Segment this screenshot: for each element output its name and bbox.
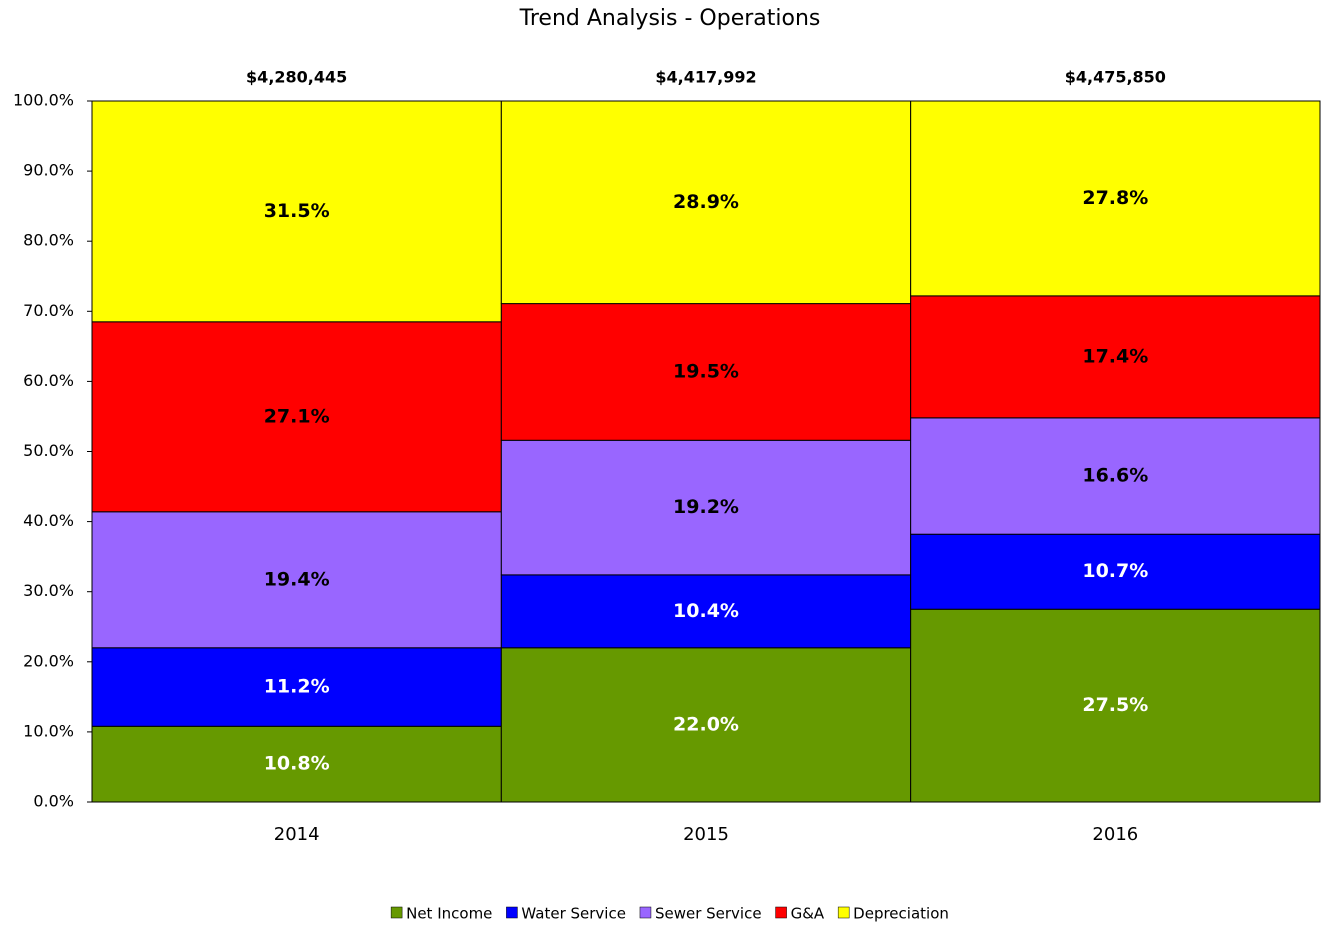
legend-label: G&A — [791, 905, 825, 923]
data-label: 22.0% — [673, 713, 739, 735]
bar-segment — [91, 321, 502, 513]
y-tick-label: 80.0% — [23, 231, 74, 250]
total-label: $4,280,445 — [246, 68, 347, 87]
bar-segment — [91, 100, 502, 323]
legend-label: Sewer Service — [655, 905, 762, 923]
legend-swatch — [506, 906, 518, 919]
legend-label: Water Service — [521, 905, 626, 923]
legend-label: Depreciation — [853, 905, 949, 923]
y-tick-label: 40.0% — [23, 511, 74, 530]
data-label: 11.2% — [264, 676, 330, 698]
bar-segment — [910, 100, 1321, 297]
bar-segment — [500, 647, 912, 803]
data-label: 10.7% — [1082, 560, 1148, 582]
data-label: 27.5% — [1082, 694, 1148, 716]
data-label: 27.1% — [264, 405, 330, 427]
bar-segment — [500, 303, 912, 441]
total-label: $4,417,992 — [655, 68, 756, 87]
bar-segment — [910, 295, 1321, 419]
y-tick-label: 70.0% — [23, 301, 74, 320]
data-label: 19.2% — [673, 496, 739, 518]
y-tick-label: 10.0% — [23, 721, 74, 740]
legend-swatch — [837, 906, 850, 919]
legend-swatch — [775, 906, 787, 919]
total-label: $4,475,850 — [1065, 68, 1166, 87]
data-label: 17.4% — [1082, 345, 1148, 367]
data-label: 10.4% — [673, 600, 739, 622]
bar-segment — [500, 100, 912, 305]
y-tick-label: 20.0% — [23, 651, 74, 670]
x-tick-label: 2015 — [683, 824, 729, 845]
data-label: 27.8% — [1082, 187, 1148, 209]
data-label: 16.6% — [1082, 465, 1148, 487]
y-tick-label: 50.0% — [23, 441, 74, 460]
bar-segment — [910, 417, 1321, 535]
y-tick-label: 100.0% — [13, 91, 74, 110]
y-tick-label: 90.0% — [23, 161, 74, 180]
legend-label: Net Income — [406, 905, 492, 923]
x-tick-label: 2016 — [1092, 824, 1138, 845]
data-label: 19.5% — [673, 360, 739, 382]
data-label: 19.4% — [264, 568, 330, 590]
y-tick-label: 0.0% — [33, 792, 74, 811]
data-label: 31.5% — [264, 200, 330, 222]
y-tick-label: 30.0% — [23, 581, 74, 600]
data-label: 10.8% — [264, 753, 330, 775]
bar-segment — [91, 725, 502, 803]
x-tick-label: 2014 — [274, 824, 320, 845]
bar-segment — [910, 533, 1321, 610]
bar-segment — [910, 608, 1321, 803]
bar-segment — [500, 574, 912, 649]
bar-segment — [91, 647, 502, 727]
y-tick-label: 60.0% — [23, 371, 74, 390]
data-label: 28.9% — [673, 191, 739, 213]
chart-title: Trend Analysis - Operations — [519, 6, 821, 31]
legend-swatch — [639, 906, 652, 919]
legend-swatch — [390, 906, 403, 919]
